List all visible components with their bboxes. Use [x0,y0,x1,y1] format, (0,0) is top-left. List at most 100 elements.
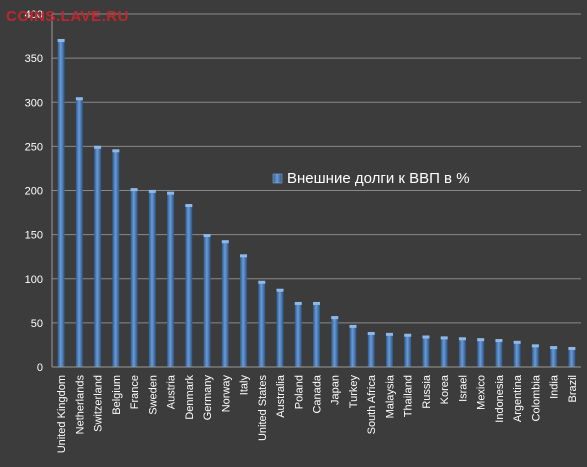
bar-cap [550,346,558,350]
x-tick-label: Colombia [530,374,542,421]
bar [513,342,521,367]
bar-cap [349,324,357,328]
bar-cap [57,38,65,42]
bar [550,347,558,367]
bar-cap [112,149,120,153]
bar-cap [148,189,156,193]
y-tick-label: 300 [25,97,43,109]
bar [94,147,102,367]
x-tick-label: Malaysia [384,374,396,418]
y-tick-label: 100 [25,274,43,286]
bar [458,338,466,367]
bars [57,38,576,367]
x-tick-label: Sweden [147,375,159,415]
bar [112,150,120,367]
bar [203,235,211,367]
bar-cap [531,344,539,348]
bar-cap [221,240,229,244]
y-tick-label: 350 [25,53,43,65]
bar-cap [404,333,412,337]
bar-cap [422,335,430,339]
x-tick-label: Netherlands [74,375,86,435]
x-tick-label: Italy [239,375,251,396]
bar-cap [458,337,466,341]
bar [568,348,576,367]
x-axis: United Kingdom Netherlands Switzerland Belg… [52,366,581,453]
bar [404,335,412,367]
x-tick-label: India [549,374,561,399]
x-tick-label: Turkey [348,375,360,409]
bar [367,333,375,367]
legend-label: Внешние долги к ВВП в % [287,170,470,187]
bar [477,339,485,367]
bar-cap [495,339,503,343]
x-tick-label: Norway [220,375,232,413]
x-tick-label: France [129,375,141,409]
bar-cap [440,336,448,340]
bar-cap [331,316,339,320]
y-axis: 0 50 100 150 200 250 300 350 400 [25,9,53,374]
x-tick-label: Thailand [403,375,415,417]
bar [495,340,503,367]
x-tick-label: Israel [457,375,469,402]
bar [75,98,83,367]
bar-cap [75,97,83,101]
y-tick-label: 200 [25,186,43,198]
bar-cap [367,331,375,335]
y-tick-label: 250 [25,141,43,153]
bar-cap [167,191,175,195]
bar-cap [477,338,485,342]
bar-cap [313,301,320,305]
x-tick-label: Austria [166,374,178,409]
bar-cap [130,188,138,192]
bar [185,205,193,367]
bar-cap [258,280,266,284]
x-tick-label: Belgium [111,375,123,415]
bar [148,191,156,367]
bar [240,255,248,367]
y-tick-label: 0 [37,362,43,374]
x-tick-label: Poland [293,375,305,409]
bar [422,336,430,367]
x-tick-label: Korea [439,374,451,404]
x-tick-label: Indonesia [494,374,506,423]
x-tick-label: Australia [275,374,287,418]
bar-cap [94,145,102,149]
y-tick-label: 50 [31,318,43,330]
bar [276,290,284,367]
bar [258,282,266,367]
x-tick-label: Argentina [512,374,524,422]
bar-cap [294,301,302,305]
x-tick-label: South Africa [366,374,378,434]
x-tick-label: Denmark [184,375,196,420]
x-tick-label: Switzerland [93,375,105,432]
y-tick-label: 150 [25,230,43,242]
legend: Внешние долги к ВВП в % [272,170,470,187]
bar-cap [568,346,576,350]
y-tick-label: 400 [25,9,43,21]
bar [294,303,302,367]
bar [130,189,138,367]
bar [349,326,357,367]
x-tick-label: Germany [202,375,214,421]
bar-cap [203,234,211,238]
watermark: COINS.LAVE.RU [6,8,129,25]
x-tick-label: Mexico [476,375,488,410]
x-tick-label: Brazil [567,375,579,403]
bar [531,345,539,367]
x-tick-label: United Kingdom [56,375,68,453]
bar-cap [185,204,193,208]
bar [167,193,175,367]
legend-swatch [272,173,283,184]
x-tick-label: Russia [421,374,433,409]
bar-cap [385,332,393,336]
bar [221,241,229,367]
bar [385,334,393,367]
bar-cap [276,288,284,292]
bar [331,317,339,367]
bar-cap [240,254,248,258]
gridlines [52,13,581,368]
bar [313,303,320,367]
bar [57,40,65,367]
